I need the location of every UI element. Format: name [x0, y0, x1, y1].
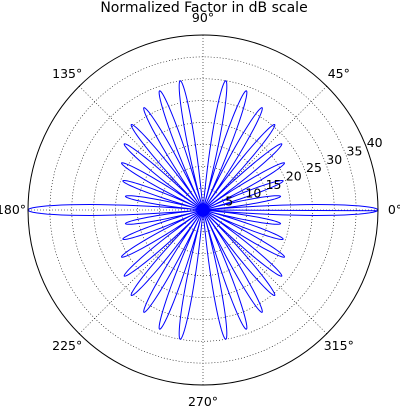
- radial-tick-label-20: 20: [286, 169, 302, 184]
- angular-gridline-135: [79, 86, 204, 211]
- radial-tick-label-25: 25: [306, 160, 322, 175]
- radial-tick-label-40: 40: [367, 135, 383, 150]
- angle-tick-label-180: 180°: [0, 202, 26, 217]
- chart-title: Normalized Factor in dB scale: [100, 0, 307, 16]
- angle-tick-label-90: 90°: [192, 10, 214, 25]
- tick-labels: 0° 45° 90° 135° 180° 225° 270° 315° 5 10 15 20 25 30 3…: [0, 10, 400, 407]
- angle-tick-label-315: 315°: [324, 338, 354, 353]
- radial-tick-label-35: 35: [347, 143, 363, 158]
- radial-tick-label-5: 5: [225, 194, 233, 209]
- radial-tick-label-30: 30: [326, 152, 342, 167]
- radial-gridline-30: [71, 78, 335, 342]
- angular-gridline-315: [202, 209, 327, 334]
- radial-tick-label-10: 10: [245, 185, 261, 200]
- radial-tick-label-15: 15: [266, 177, 282, 192]
- outer-frame: [27, 34, 379, 386]
- angle-tick-label-270: 270°: [188, 394, 218, 407]
- angle-tick-label-0: 0°: [388, 202, 400, 217]
- angle-tick-label-135: 135°: [52, 66, 82, 81]
- angular-gridline-45: [202, 86, 327, 211]
- angle-tick-label-225: 225°: [52, 338, 82, 353]
- angular-gridline-225: [79, 209, 204, 334]
- angle-tick-label-45: 45°: [328, 66, 350, 81]
